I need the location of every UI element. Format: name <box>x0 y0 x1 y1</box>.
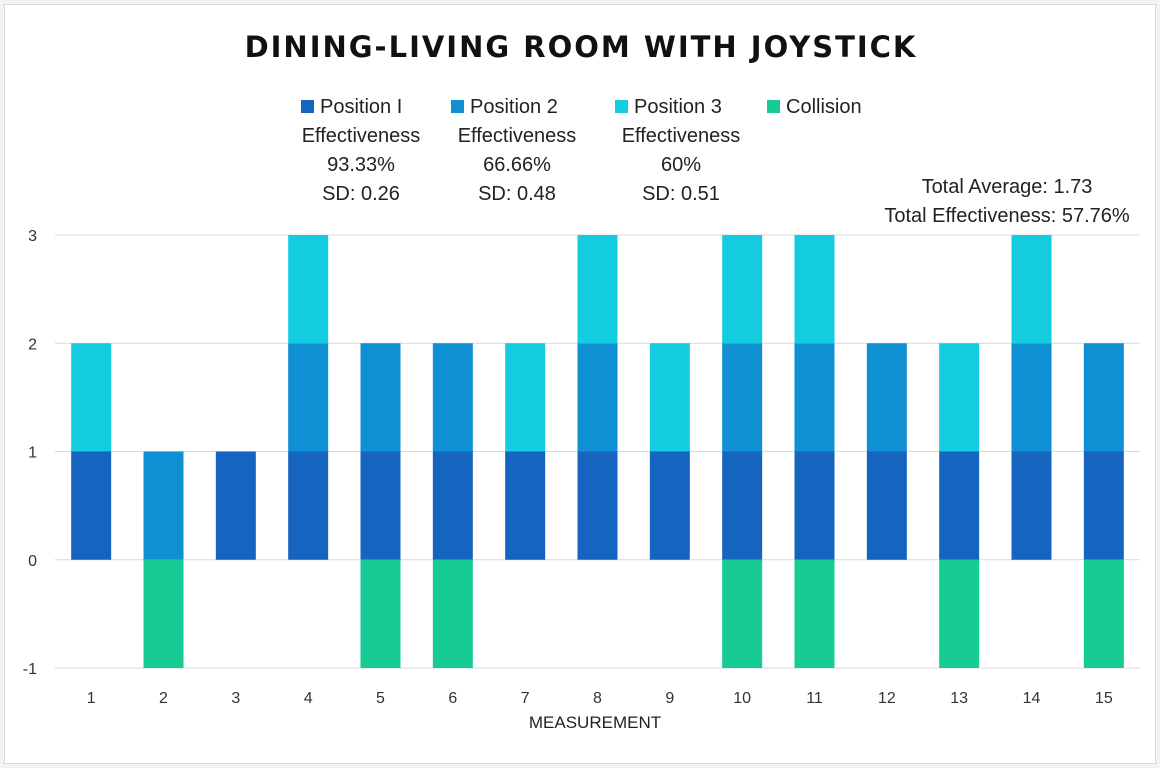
bar-position-3 <box>649 343 690 452</box>
chart-svg: DINING-LIVING ROOM WITH JOYSTICK Positio… <box>23 30 1140 732</box>
bar-position-3 <box>71 343 112 452</box>
bars <box>71 235 1124 668</box>
x-tick-label: 12 <box>878 690 896 707</box>
bar-position-2 <box>1083 343 1124 452</box>
total-effectiveness-annotation: Total Effectiveness: 57.76% <box>884 205 1130 227</box>
x-tick-label: 10 <box>733 690 751 707</box>
bar-position-i <box>288 451 329 560</box>
bar-position-2 <box>577 343 618 452</box>
x-tick-label: 2 <box>159 690 168 707</box>
legend: Position I Position 2 Position 3 Collision E… <box>301 96 862 205</box>
bar-position-3 <box>794 235 835 344</box>
x-tick-label: 15 <box>1095 690 1113 707</box>
bar-collision <box>939 559 980 668</box>
bar-position-i <box>505 451 546 560</box>
legend-swatch <box>767 100 780 113</box>
x-tick-label: 4 <box>304 690 313 707</box>
x-tick-label: 3 <box>231 690 240 707</box>
bar-position-3 <box>505 343 546 452</box>
x-tick-label: 6 <box>448 690 457 707</box>
bar-position-i <box>215 451 256 560</box>
chart-title: DINING-LIVING ROOM WITH JOYSTICK <box>245 30 918 64</box>
series-stat-line3: SD: 0.48 <box>478 183 556 205</box>
x-tick-label: 5 <box>376 690 385 707</box>
y-tick-label: 1 <box>28 445 37 462</box>
series-stat-line1: Effectiveness <box>622 125 741 147</box>
bar-position-2 <box>143 451 184 560</box>
y-tick-label: 2 <box>28 336 37 353</box>
legend-label: Position 3 <box>634 96 722 118</box>
x-tick-label: 14 <box>1023 690 1041 707</box>
bar-position-2 <box>360 343 401 452</box>
bar-collision <box>432 559 473 668</box>
legend-label: Collision <box>786 96 862 118</box>
bar-position-2 <box>1011 343 1052 452</box>
y-axis-ticks: 3 2 1 0 -1 <box>23 228 37 678</box>
x-tick-label: 8 <box>593 690 602 707</box>
bar-collision <box>794 559 835 668</box>
series-stat-line2: 66.66% <box>483 154 551 176</box>
x-axis-ticks: 1 2 3 4 5 6 7 8 9 10 11 12 13 14 15 <box>87 690 1113 707</box>
bar-position-i <box>722 451 763 560</box>
bar-position-i <box>71 451 112 560</box>
bar-position-i <box>649 451 690 560</box>
legend-label: Position I <box>320 96 402 118</box>
bar-position-2 <box>794 343 835 452</box>
bar-position-3 <box>288 235 329 344</box>
y-tick-label: 3 <box>28 228 37 245</box>
y-tick-label: 0 <box>28 553 37 570</box>
bar-position-3 <box>939 343 980 452</box>
series-stat-line3: SD: 0.26 <box>322 183 400 205</box>
x-tick-label: 1 <box>87 690 96 707</box>
series-stat-line1: Effectiveness <box>458 125 577 147</box>
series-stat-line2: 93.33% <box>327 154 395 176</box>
bar-position-i <box>939 451 980 560</box>
legend-swatch <box>615 100 628 113</box>
bar-position-i <box>794 451 835 560</box>
bar-position-2 <box>432 343 473 452</box>
legend-swatch <box>301 100 314 113</box>
bar-position-2 <box>288 343 329 452</box>
bar-position-i <box>432 451 473 560</box>
bar-position-3 <box>577 235 618 344</box>
bar-position-i <box>1011 451 1052 560</box>
series-stat-line3: SD: 0.51 <box>642 183 720 205</box>
bar-position-3 <box>722 235 763 344</box>
bar-position-i <box>577 451 618 560</box>
series-stat-line1: Effectiveness <box>302 125 421 147</box>
legend-label: Position 2 <box>470 96 558 118</box>
legend-swatch <box>451 100 464 113</box>
x-axis-title: MEASUREMENT <box>529 713 661 732</box>
bar-position-i <box>866 451 907 560</box>
bar-collision <box>722 559 763 668</box>
chart-frame: DINING-LIVING ROOM WITH JOYSTICK Positio… <box>4 4 1156 764</box>
series-stat-line2: 60% <box>661 154 701 176</box>
x-tick-label: 11 <box>806 690 823 707</box>
y-tick-label: -1 <box>23 661 37 678</box>
bar-position-i <box>360 451 401 560</box>
bar-collision <box>143 559 184 668</box>
bar-position-2 <box>866 343 907 452</box>
bar-position-i <box>1083 451 1124 560</box>
bar-collision <box>1083 559 1124 668</box>
x-tick-label: 9 <box>665 690 674 707</box>
bar-collision <box>360 559 401 668</box>
x-tick-label: 13 <box>950 690 968 707</box>
bar-position-2 <box>722 343 763 452</box>
total-average-annotation: Total Average: 1.73 <box>922 176 1093 198</box>
bar-position-3 <box>1011 235 1052 344</box>
x-tick-label: 7 <box>521 690 530 707</box>
